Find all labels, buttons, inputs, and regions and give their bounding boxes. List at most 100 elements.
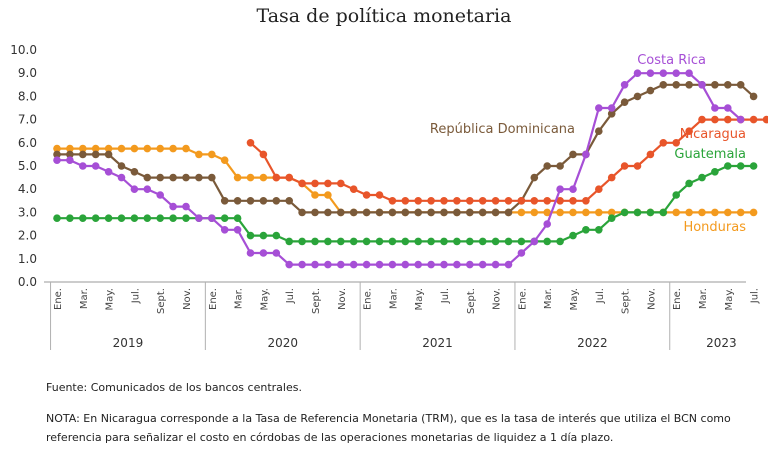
data-point: [634, 209, 642, 217]
data-point: [621, 162, 629, 170]
data-point: [144, 214, 152, 222]
x-tick-label: Nov.: [492, 288, 503, 310]
data-point: [273, 232, 281, 240]
data-point: [531, 209, 539, 217]
data-point: [247, 139, 255, 147]
data-point: [363, 261, 371, 269]
data-point: [466, 209, 474, 217]
data-point: [479, 209, 487, 217]
data-point: [737, 209, 745, 217]
data-point: [298, 180, 306, 188]
x-axis: Ene.Mar.May.Jul.Sept.Nov.Ene.Mar.May.Jul…: [44, 282, 761, 350]
data-point: [324, 238, 332, 246]
data-point: [105, 168, 113, 176]
data-point: [621, 81, 629, 89]
data-point: [556, 238, 564, 246]
data-point: [479, 261, 487, 269]
data-point: [247, 232, 255, 240]
data-point: [698, 209, 706, 217]
y-tick-label: 1.0: [18, 252, 37, 266]
data-point: [221, 226, 229, 234]
data-point: [221, 214, 229, 222]
data-point: [376, 238, 384, 246]
x-tick-label: May.: [414, 288, 425, 310]
data-point: [724, 116, 732, 124]
data-point: [337, 261, 345, 269]
x-tick-label: Mar.: [543, 288, 554, 309]
data-point: [505, 238, 513, 246]
data-point: [518, 249, 526, 257]
data-point: [569, 185, 577, 193]
data-point: [337, 180, 345, 188]
data-point: [492, 238, 500, 246]
data-point: [492, 261, 500, 269]
data-point: [466, 261, 474, 269]
data-point: [402, 238, 410, 246]
x-tick-label: Nov.: [337, 288, 348, 310]
data-point: [453, 261, 461, 269]
data-point: [466, 197, 474, 205]
data-point: [376, 261, 384, 269]
data-point: [311, 238, 319, 246]
data-point: [156, 214, 164, 222]
data-point: [350, 238, 358, 246]
year-label: 2023: [706, 336, 737, 350]
x-tick-label: Nov.: [182, 288, 193, 310]
data-point: [737, 81, 745, 89]
x-tick-label: Ene.: [517, 288, 528, 310]
data-point: [285, 174, 293, 182]
data-point: [737, 116, 745, 124]
x-tick-label: Mar.: [388, 288, 399, 309]
data-point: [414, 238, 422, 246]
x-tick-label: Sept.: [621, 288, 632, 314]
x-tick-label: Mar.: [79, 288, 90, 309]
data-point: [660, 69, 668, 77]
data-point: [285, 197, 293, 205]
data-point: [763, 116, 768, 124]
data-point: [118, 162, 126, 170]
data-point: [311, 191, 319, 199]
data-point: [221, 197, 229, 205]
data-point: [324, 191, 332, 199]
data-point: [543, 238, 551, 246]
y-tick-label: 7.0: [18, 113, 37, 127]
data-point: [453, 209, 461, 217]
data-point: [156, 174, 164, 182]
data-point: [608, 174, 616, 182]
data-point: [182, 145, 190, 153]
data-point: [66, 156, 74, 164]
data-point: [582, 197, 590, 205]
data-point: [118, 214, 126, 222]
data-point: [505, 261, 513, 269]
year-label: 2021: [422, 336, 453, 350]
data-point: [608, 214, 616, 222]
data-point: [479, 238, 487, 246]
line-chart: Tasa de política monetaria 0.01.02.03.04…: [0, 0, 768, 370]
data-point: [427, 197, 435, 205]
data-point: [105, 151, 113, 159]
data-point: [595, 104, 603, 112]
y-tick-label: 0.0: [18, 275, 37, 289]
data-point: [569, 151, 577, 159]
data-point: [737, 162, 745, 170]
data-point: [79, 151, 87, 159]
x-tick-label: May.: [724, 288, 735, 310]
data-point: [363, 238, 371, 246]
data-point: [672, 191, 680, 199]
data-point: [53, 156, 61, 164]
data-point: [453, 197, 461, 205]
x-tick-label: May.: [105, 288, 116, 310]
data-point: [285, 238, 293, 246]
data-point: [505, 209, 513, 217]
data-point: [273, 174, 281, 182]
series-label: Nicaragua: [680, 127, 746, 142]
data-point: [311, 180, 319, 188]
x-tick-label: Sept.: [466, 288, 477, 314]
data-point: [144, 145, 152, 153]
data-point: [131, 145, 139, 153]
data-point: [427, 261, 435, 269]
series-costa-rica: [53, 69, 744, 268]
x-tick-label: May.: [259, 288, 270, 310]
data-point: [711, 116, 719, 124]
x-tick-label: Nov.: [646, 288, 657, 310]
